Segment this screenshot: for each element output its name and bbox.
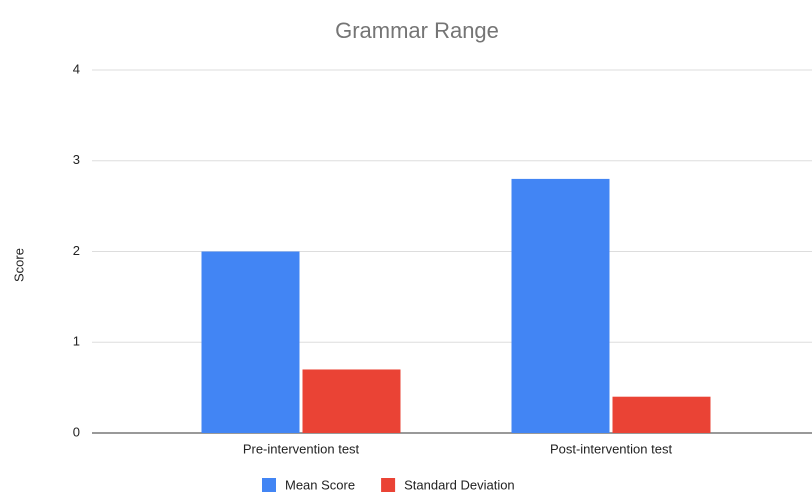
- bar: [201, 251, 300, 433]
- y-tick-label: 2: [73, 243, 80, 258]
- legend-label: Standard Deviation: [404, 477, 515, 492]
- bar: [302, 369, 401, 433]
- legend-swatch: [381, 478, 396, 492]
- bar: [612, 396, 711, 433]
- y-axis-label: Score: [11, 248, 26, 282]
- x-tick-label: Pre-intervention test: [243, 441, 360, 456]
- legend-swatch: [262, 478, 276, 492]
- x-tick-label: Post-intervention test: [550, 441, 673, 456]
- y-tick-label: 1: [73, 334, 80, 349]
- chart-title: Grammar Range: [335, 18, 499, 43]
- y-tick-label: 4: [73, 61, 80, 76]
- y-tick-label: 0: [73, 424, 80, 439]
- y-tick-label: 3: [73, 152, 80, 167]
- legend-label: Mean Score: [285, 477, 355, 492]
- bar: [511, 178, 610, 433]
